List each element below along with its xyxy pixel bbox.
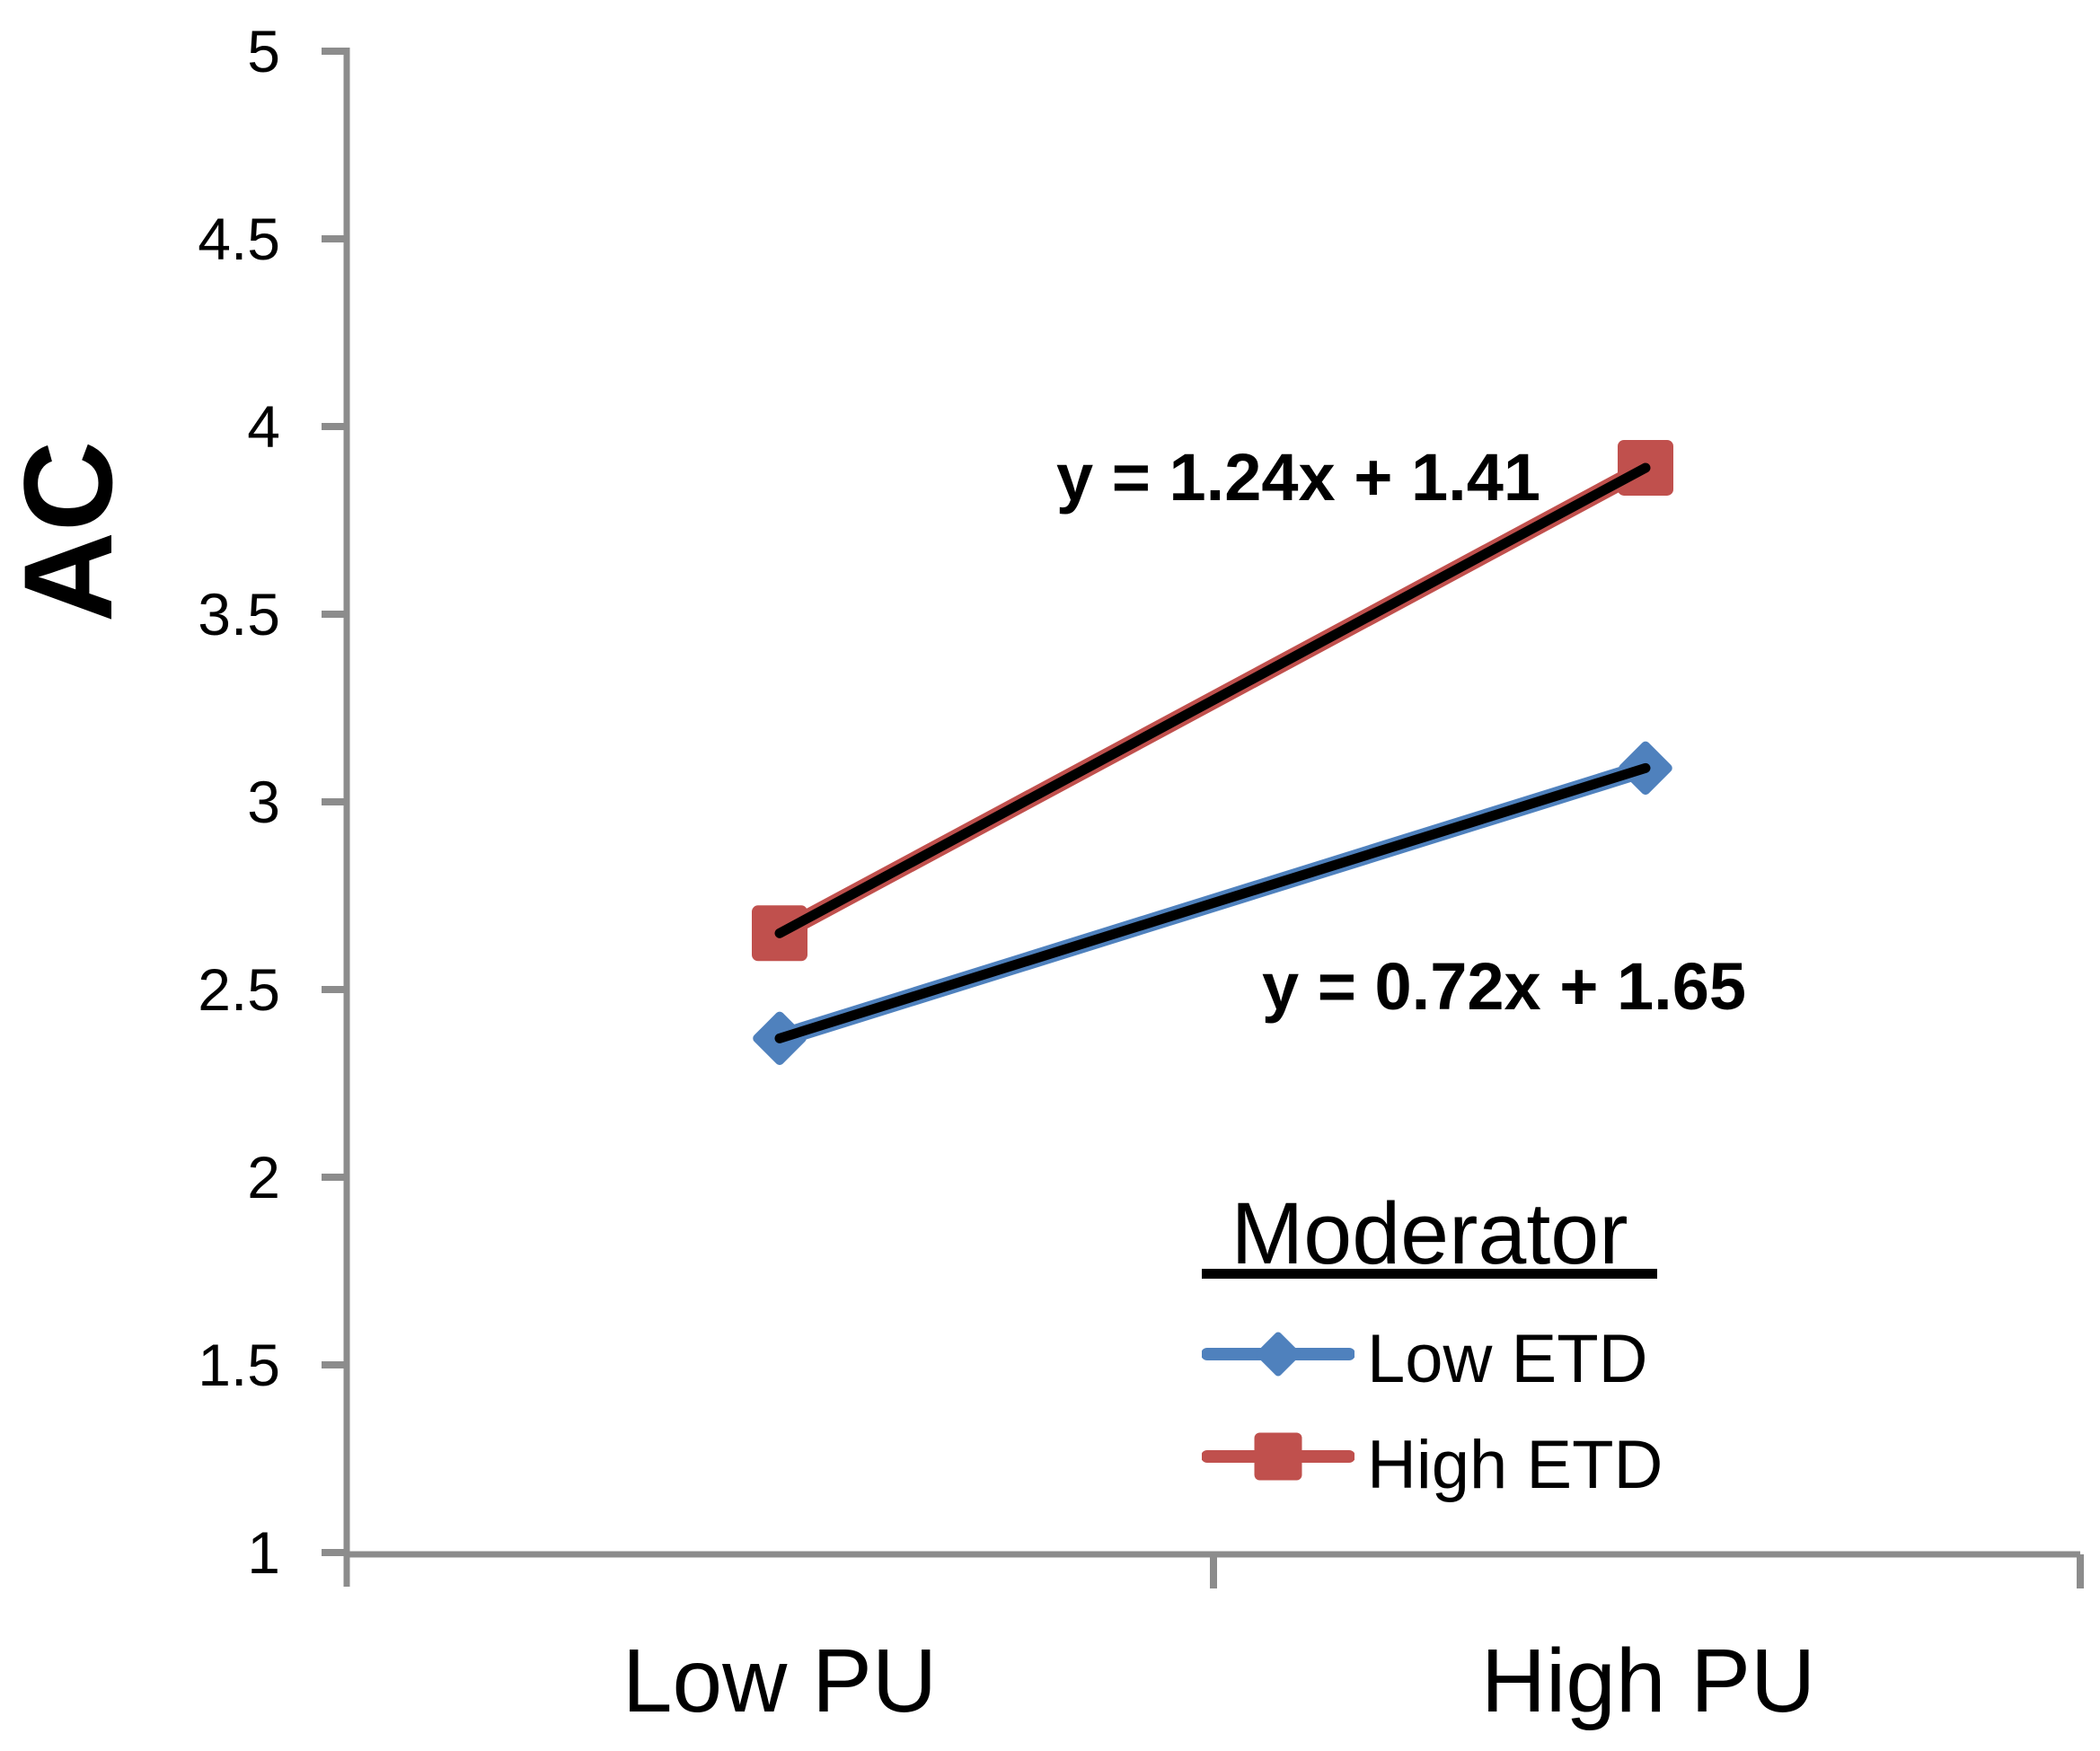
y-tick-label-4: 4: [247, 393, 280, 460]
legend-square-icon: [1254, 1432, 1302, 1481]
x-category-label-high-pu: High PU: [1480, 1631, 1816, 1731]
y-tick-label-3: 3: [247, 769, 280, 835]
trendline-equation-high-etd: y = 1.24x + 1.41: [1056, 440, 1541, 515]
y-tick-label-3.5: 3.5: [198, 581, 280, 647]
y-tick-label-1.5: 1.5: [198, 1332, 280, 1398]
legend-entry-low-etd: Low ETD: [1367, 1321, 1648, 1397]
legend-title: Moderator: [1202, 1190, 1657, 1279]
trendline-high-etd: [774, 462, 1651, 938]
legend-marker-line-square-icon: [1202, 1432, 1354, 1481]
y-tick-label-2.5: 2.5: [198, 956, 280, 1023]
legend-entry-high-etd: High ETD: [1367, 1427, 1663, 1503]
trendline-equation-low-etd: y = 0.72x + 1.65: [1262, 949, 1747, 1024]
y-tick-label-5: 5: [247, 18, 280, 84]
trendline-low-etd: [774, 762, 1651, 1043]
y-tick-label-4.5: 4.5: [198, 206, 280, 272]
legend-marker-line-diamond-icon: [1202, 1332, 1354, 1377]
legend-diamond-icon: [1256, 1332, 1301, 1377]
y-tick-label-2: 2: [247, 1144, 280, 1210]
y-tick-label-1: 1: [247, 1519, 280, 1586]
x-category-label-low-pu: Low PU: [622, 1631, 938, 1731]
